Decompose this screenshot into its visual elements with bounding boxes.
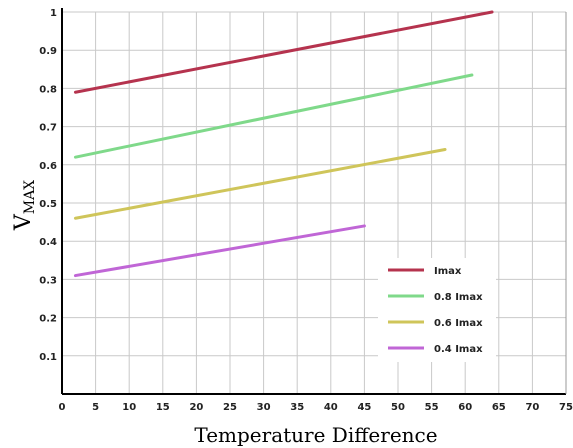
series-line bbox=[73, 73, 474, 159]
y-tick-label: 0.9 bbox=[39, 46, 57, 57]
y-tick-label: 0.7 bbox=[39, 123, 57, 134]
x-tick-label: 50 bbox=[391, 402, 405, 413]
y-tick-label: 0.8 bbox=[39, 84, 57, 95]
x-tick-label: 65 bbox=[492, 402, 506, 413]
x-tick-label: 15 bbox=[156, 402, 170, 413]
y-axis-ticks: 0.1 0.2 0.3 0.4 0.5 0.6 0.7 0.8 0.9 1 bbox=[39, 8, 57, 363]
series-line bbox=[73, 224, 366, 278]
series-line bbox=[73, 10, 494, 94]
y-tick-label: 0.3 bbox=[39, 275, 57, 286]
y-tick-label: 0.5 bbox=[39, 199, 57, 210]
legend-box bbox=[378, 258, 496, 362]
series-line bbox=[73, 148, 447, 220]
series-lines bbox=[73, 10, 494, 278]
x-axis-ticks: 0 5 10 15 20 25 30 35 40 45 50 55 60 65 70 75 bbox=[59, 402, 573, 413]
y-tick-label: 0.4 bbox=[39, 237, 57, 248]
x-tick-label: 25 bbox=[223, 402, 237, 413]
axes bbox=[61, 8, 567, 395]
x-tick-label: 40 bbox=[324, 402, 338, 413]
x-tick-label: 45 bbox=[357, 402, 371, 413]
y-tick-label: 1 bbox=[50, 8, 57, 19]
y-axis-label: VMAX bbox=[11, 180, 38, 231]
x-tick-label: 0 bbox=[59, 402, 66, 413]
legend-label: 0.6 Imax bbox=[434, 318, 483, 329]
legend: Imax 0.8 Imax 0.6 Imax 0.4 Imax bbox=[378, 258, 496, 362]
x-tick-label: 20 bbox=[189, 402, 203, 413]
legend-label: 0.8 Imax bbox=[434, 292, 483, 303]
legend-label: 0.4 Imax bbox=[434, 344, 483, 355]
y-tick-label: 0.1 bbox=[39, 352, 57, 363]
x-tick-label: 5 bbox=[92, 402, 99, 413]
x-tick-label: 30 bbox=[257, 402, 271, 413]
x-tick-label: 35 bbox=[290, 402, 304, 413]
x-axis-label: Temperature Difference bbox=[194, 423, 437, 447]
x-tick-label: 75 bbox=[559, 402, 573, 413]
x-tick-label: 70 bbox=[525, 402, 539, 413]
legend-label: Imax bbox=[434, 266, 462, 277]
x-tick-label: 60 bbox=[458, 402, 472, 413]
y-tick-label: 0.6 bbox=[39, 161, 57, 172]
x-tick-label: 55 bbox=[425, 402, 439, 413]
x-tick-label: 10 bbox=[122, 402, 136, 413]
y-tick-label: 0.2 bbox=[39, 314, 57, 325]
